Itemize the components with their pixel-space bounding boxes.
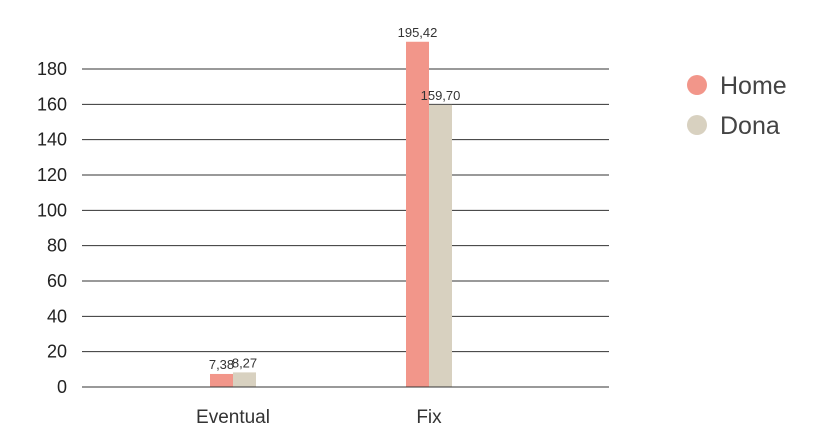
legend-item-dona: Dona xyxy=(687,112,780,140)
legend-item-home: Home xyxy=(687,72,787,100)
y-tick-label: 160 xyxy=(37,94,67,114)
y-axis-ticks: 0 20 40 60 80 100 120 140 160 180 xyxy=(37,59,67,397)
data-label: 195,42 xyxy=(398,25,438,40)
y-tick-label: 0 xyxy=(57,377,67,397)
data-labels: 7,388,27 195,42 159,70 xyxy=(82,25,609,388)
bar-home-eventual xyxy=(210,373,233,387)
legend-label: Home xyxy=(720,72,787,100)
legend-label: Dona xyxy=(720,112,780,140)
data-label: 159,70 xyxy=(421,88,461,103)
y-tick-label: 80 xyxy=(47,236,67,256)
gridlines xyxy=(82,68,609,388)
bar-dona-fix xyxy=(429,104,452,387)
y-tick-label: 140 xyxy=(37,130,67,150)
bar-home-fix xyxy=(406,41,429,388)
legend-swatch-home xyxy=(687,75,707,95)
y-tick-label: 120 xyxy=(37,165,67,185)
x-axis-categories: Eventual Fix xyxy=(196,407,442,428)
data-label: 7,38 xyxy=(209,357,234,372)
y-tick-label: 20 xyxy=(47,342,67,362)
bars xyxy=(210,41,452,388)
category-label: Eventual xyxy=(196,407,270,428)
y-tick-label: 40 xyxy=(47,306,67,326)
legend-swatch-dona xyxy=(687,115,707,135)
data-label: 8,27 xyxy=(232,355,257,370)
bar-dona-eventual xyxy=(233,372,256,387)
y-tick-label: 60 xyxy=(47,271,67,291)
category-label: Fix xyxy=(416,407,442,428)
y-tick-label: 180 xyxy=(37,59,67,79)
y-tick-label: 100 xyxy=(37,200,67,220)
legend: Home Dona xyxy=(687,72,787,140)
